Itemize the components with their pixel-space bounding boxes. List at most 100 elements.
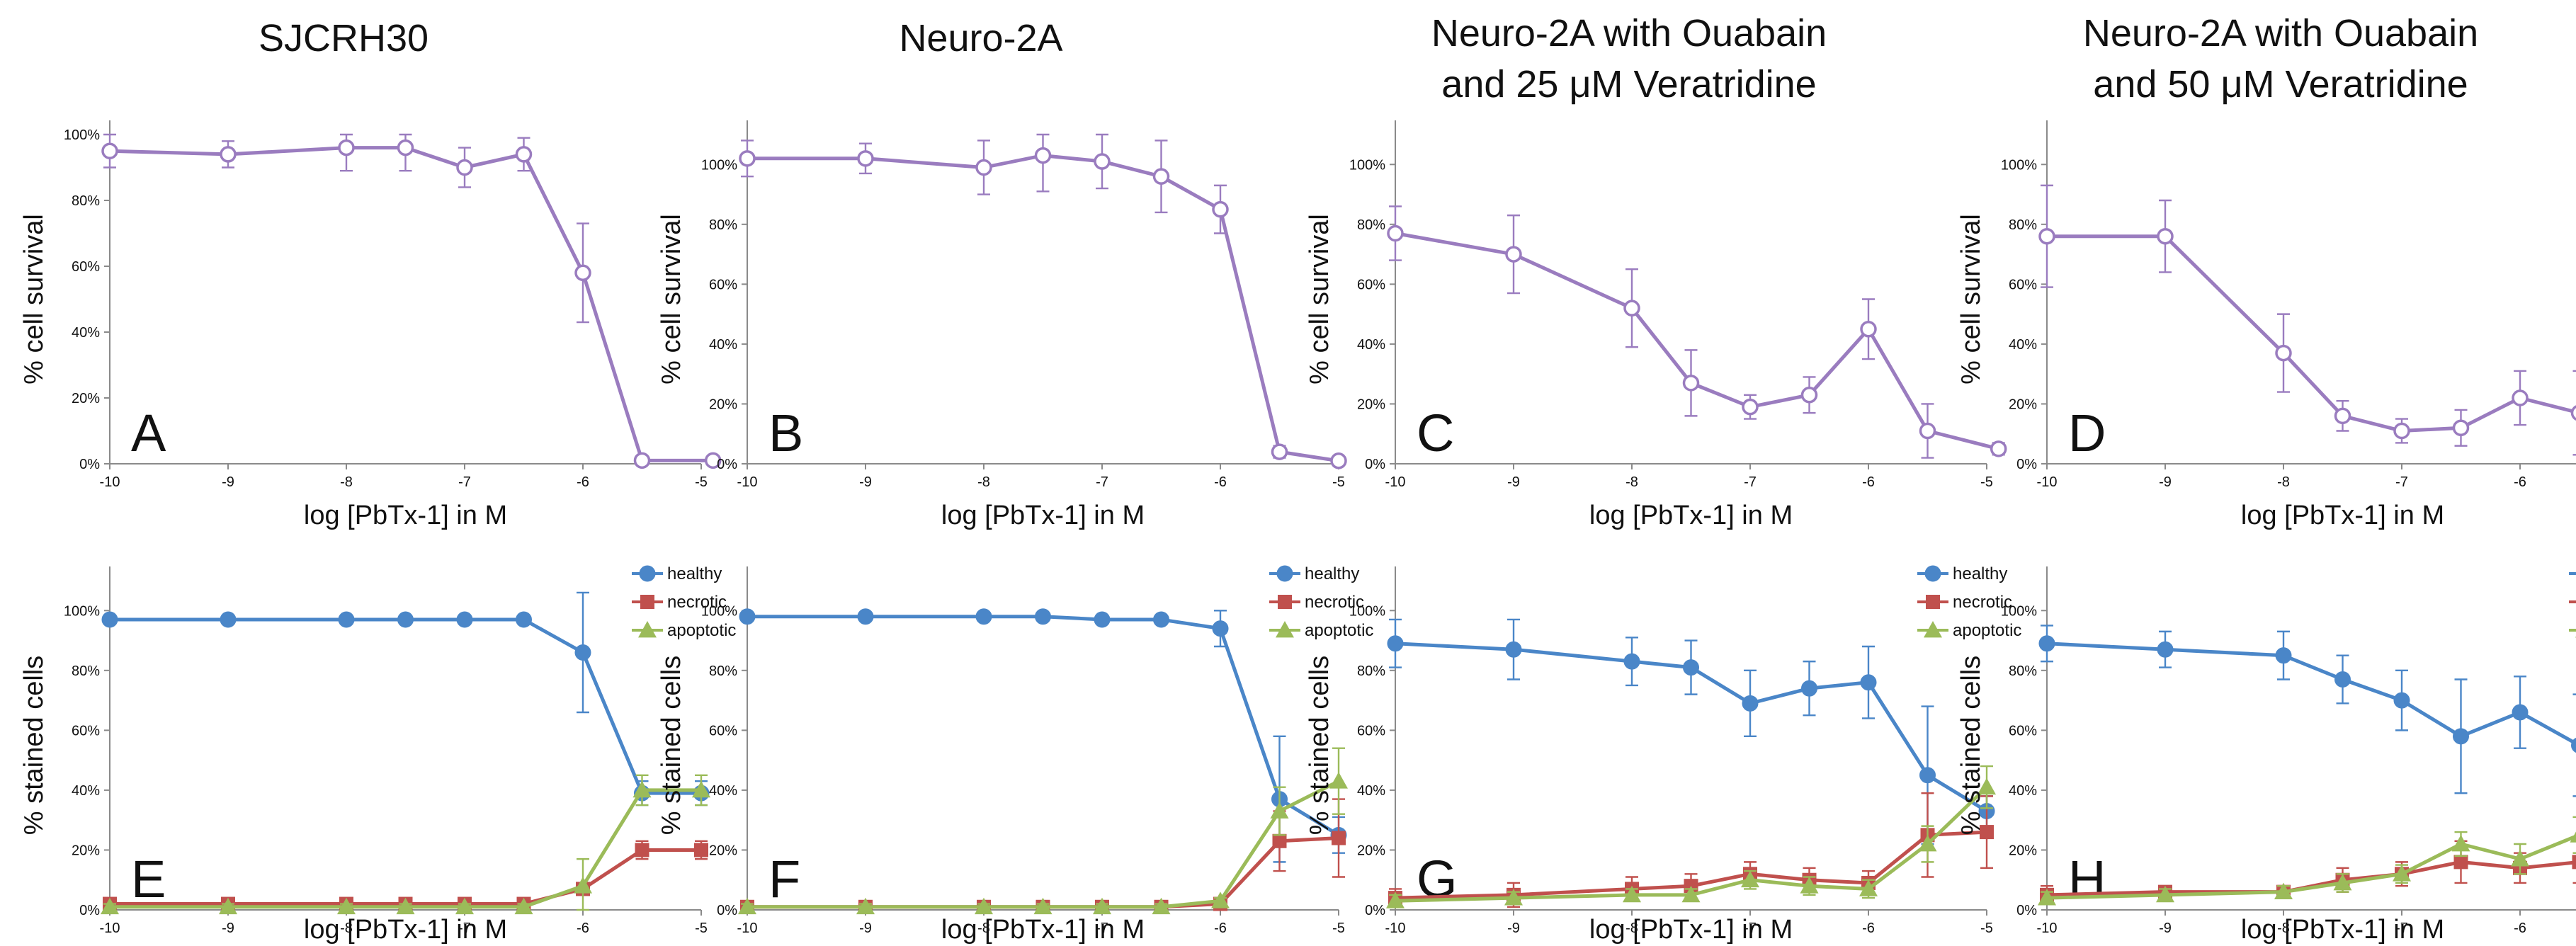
- y-axis-label: % cell survival: [1956, 214, 1986, 384]
- x-tick-label: -6: [1214, 474, 1227, 490]
- legend-marker-healthy: [1924, 565, 1941, 582]
- panel-letter: A: [131, 404, 166, 462]
- x-tick-label: -6: [2514, 921, 2526, 936]
- y-tick-label: 80%: [709, 217, 737, 233]
- data-point-apoptotic: [1800, 877, 1819, 894]
- data-point-survival: [1152, 168, 1170, 185]
- chart-panel-b: 0% 20% 40% 60% 80% 100% -10 -9 -8 -7 -6 -5 log [PbTx…: [657, 120, 1347, 530]
- y-tick-label: 0%: [79, 903, 100, 918]
- y-tick-label: 0%: [2016, 903, 2037, 918]
- legend-label-necrotic: necrotic: [1953, 593, 2012, 612]
- column-title: SJCRH30: [259, 17, 429, 59]
- x-tick-label: -10: [100, 921, 120, 936]
- x-tick-label: -5: [695, 474, 708, 490]
- y-tick-label: 100%: [1349, 157, 1385, 173]
- panel-letter: B: [768, 404, 803, 462]
- series-line-survival: [747, 154, 1339, 463]
- data-point-apoptotic: [738, 897, 756, 915]
- x-tick-label: -8: [1625, 921, 1638, 936]
- data-point-survival: [2512, 389, 2529, 406]
- data-point-survival: [2038, 227, 2055, 245]
- legend-label-apoptotic: apoptotic: [667, 621, 736, 640]
- data-point-apoptotic: [2393, 865, 2411, 882]
- legend-marker-apoptotic: [638, 621, 657, 638]
- data-point-apoptotic: [2511, 850, 2529, 867]
- y-tick-label: 60%: [2009, 277, 2037, 292]
- y-tick-label: 0%: [1365, 457, 1385, 472]
- data-point-healthy: [2275, 647, 2292, 664]
- y-tick-label: 40%: [2009, 337, 2037, 353]
- panel-letter: F: [768, 850, 800, 908]
- data-point-apoptotic: [2156, 885, 2174, 903]
- x-tick-label: -6: [1862, 474, 1875, 490]
- series-line-apoptotic: [2046, 834, 2576, 900]
- data-point-healthy: [1801, 680, 1817, 697]
- chart-panel-e: 0% 20% 40% 60% 80% 100% -10 -9 -8 -7 -6 -5 log [PbTx…: [19, 564, 736, 945]
- data-point-survival: [2157, 227, 2174, 245]
- data-point-necrotic: [1332, 831, 1346, 845]
- data-point-healthy: [2334, 671, 2351, 688]
- x-axis-label: log [PbTx-1] in M: [304, 915, 507, 945]
- y-tick-label: 20%: [2009, 397, 2037, 412]
- series-survival: [101, 133, 722, 469]
- x-tick-label: -7: [458, 474, 471, 490]
- data-point-healthy: [397, 611, 414, 628]
- data-point-healthy: [220, 611, 237, 628]
- data-point-apoptotic: [692, 780, 710, 798]
- data-point-apoptotic: [1211, 891, 1230, 908]
- data-point-apoptotic: [1386, 891, 1405, 908]
- y-tick-label: 40%: [1357, 337, 1385, 353]
- series-line-healthy: [110, 617, 701, 795]
- data-point-survival: [2393, 422, 2410, 440]
- y-tick-label: 20%: [2009, 843, 2037, 858]
- x-tick-label: -8: [340, 921, 353, 936]
- data-point-survival: [1682, 375, 1700, 392]
- y-tick-label: 100%: [64, 603, 100, 619]
- data-point-apoptotic: [1152, 897, 1171, 915]
- series-survival: [2038, 184, 2576, 456]
- y-tick-label: 0%: [79, 457, 100, 472]
- y-tick-label: 100%: [64, 127, 100, 143]
- data-point-survival: [2334, 407, 2351, 425]
- legend-marker-apoptotic: [1924, 621, 1942, 638]
- y-tick-label: 100%: [2001, 157, 2037, 173]
- x-axis-label: log [PbTx-1] in M: [2241, 501, 2444, 530]
- data-point-apoptotic: [396, 897, 415, 915]
- series-apoptotic: [2038, 816, 2576, 906]
- y-tick-label: 40%: [709, 337, 737, 353]
- series-line-healthy: [2046, 642, 2576, 746]
- x-axis-label: log [PbTx-1] in M: [941, 915, 1145, 945]
- column-title: Neuro-2A with Ouabain: [1431, 12, 1827, 55]
- legend-marker-apoptotic: [1276, 621, 1294, 638]
- series-apoptotic: [1386, 765, 1996, 908]
- column-title: and 50 μM Veratridine: [2093, 63, 2468, 106]
- data-point-survival: [704, 452, 722, 469]
- data-point-healthy: [1860, 674, 1877, 691]
- panel-letter: E: [131, 850, 166, 908]
- series-line-apoptotic: [110, 788, 701, 909]
- data-point-healthy: [2571, 737, 2576, 753]
- legend-label-healthy: healthy: [1305, 564, 1359, 583]
- x-tick-label: -5: [695, 921, 708, 936]
- y-tick-label: 0%: [717, 457, 737, 472]
- column-title: and 25 μM Veratridine: [1441, 63, 1816, 106]
- x-tick-label: -7: [1744, 474, 1757, 490]
- x-tick-label: -10: [737, 921, 758, 936]
- data-point-apoptotic: [1033, 897, 1052, 915]
- x-tick-label: -7: [1744, 921, 1757, 936]
- data-point-survival: [857, 150, 874, 167]
- data-point-necrotic: [1980, 825, 1994, 840]
- data-point-apoptotic: [1859, 879, 1878, 896]
- data-point-apoptotic: [1329, 772, 1348, 789]
- legend-label-apoptotic: apoptotic: [1305, 621, 1373, 640]
- series-line-survival: [109, 146, 713, 462]
- data-point-survival: [2570, 405, 2576, 421]
- y-tick-label: 80%: [709, 663, 737, 679]
- data-point-survival: [1094, 153, 1111, 170]
- data-point-apoptotic: [1504, 889, 1523, 906]
- x-tick-label: -5: [1332, 474, 1345, 490]
- data-point-apoptotic: [1978, 777, 1996, 795]
